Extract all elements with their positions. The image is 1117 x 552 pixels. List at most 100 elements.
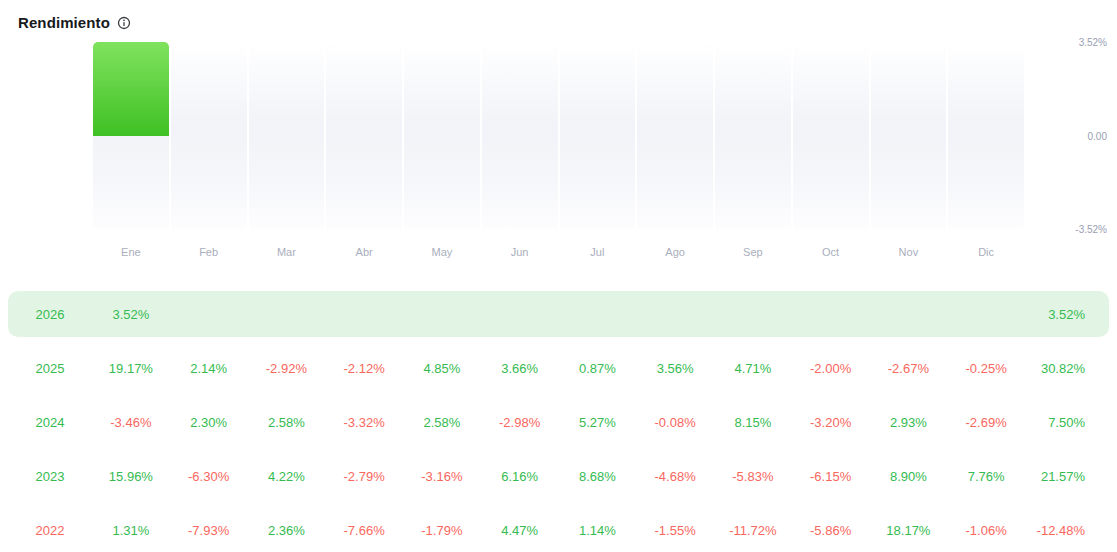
month-label-mar: Mar xyxy=(248,246,326,258)
value-2025-ene: 19.17% xyxy=(92,361,170,376)
value-2023-jul: 8.68% xyxy=(559,469,637,484)
value-2022-may: -1.79% xyxy=(403,523,481,538)
month-label-jul: Jul xyxy=(559,246,637,258)
value-2025-jul: 0.87% xyxy=(559,361,637,376)
month-label-feb: Feb xyxy=(170,246,248,258)
y-axis: 3.52%0.00-3.52% xyxy=(1025,42,1109,229)
year-label: 2026 xyxy=(8,307,92,322)
month-axis-labels: EneFebMarAbrMayJunJulAgoSepOctNovDic xyxy=(8,229,1109,275)
year-label: 2023 xyxy=(8,469,92,484)
table-row-2026[interactable]: 20263.52%3.52% xyxy=(8,287,1109,341)
value-2023-nov: 8.90% xyxy=(870,469,948,484)
month-label-abr: Abr xyxy=(325,246,403,258)
value-2025-nov: -2.67% xyxy=(870,361,948,376)
panel-header: Rendimiento xyxy=(0,0,1117,32)
value-2022-abr: -7.66% xyxy=(325,523,403,538)
month-label-ago: Ago xyxy=(636,246,714,258)
value-2025-jun: 3.66% xyxy=(481,361,559,376)
value-2024-mar: 2.58% xyxy=(248,415,326,430)
table-row-2024[interactable]: 2024-3.46%2.30%2.58%-3.32%2.58%-2.98%5.2… xyxy=(8,395,1109,449)
monthly-bar-chart: 3.52%0.00-3.52% xyxy=(8,42,1109,229)
value-2023-may: -3.16% xyxy=(403,469,481,484)
value-2022-sep: -11.72% xyxy=(714,523,792,538)
page-title: Rendimiento xyxy=(18,14,110,31)
value-2022-ago: -1.55% xyxy=(636,523,714,538)
month-label-sep: Sep xyxy=(714,246,792,258)
value-2022-nov: 18.17% xyxy=(870,523,948,538)
chart-bar-ene[interactable] xyxy=(93,42,169,136)
month-label-oct: Oct xyxy=(792,246,870,258)
month-label-nov: Nov xyxy=(870,246,948,258)
year-label: 2024 xyxy=(8,415,92,430)
month-label-ene: Ene xyxy=(92,246,170,258)
value-2024-ago: -0.08% xyxy=(636,415,714,430)
value-2025-dic: -0.25% xyxy=(947,361,1025,376)
total-2022: -12.48% xyxy=(1025,523,1109,538)
value-2022-mar: 2.36% xyxy=(248,523,326,538)
value-2023-jun: 6.16% xyxy=(481,469,559,484)
table-row-2023[interactable]: 202315.96%-6.30%4.22%-2.79%-3.16%6.16%8.… xyxy=(8,449,1109,503)
chart-left-spacer xyxy=(8,42,92,229)
value-2024-abr: -3.32% xyxy=(325,415,403,430)
value-2023-abr: -2.79% xyxy=(325,469,403,484)
value-2023-ene: 15.96% xyxy=(92,469,170,484)
value-2023-ago: -4.68% xyxy=(636,469,714,484)
value-2024-oct: -3.20% xyxy=(792,415,870,430)
year-label: 2025 xyxy=(8,361,92,376)
chart-column-nov[interactable] xyxy=(871,42,947,229)
value-2024-dic: -2.69% xyxy=(947,415,1025,430)
chart-column-mar[interactable] xyxy=(249,42,325,229)
chart-column-jul[interactable] xyxy=(560,42,636,229)
value-2023-oct: -6.15% xyxy=(792,469,870,484)
value-2024-jul: 5.27% xyxy=(559,415,637,430)
performance-table: 20263.52%3.52%202519.17%2.14%-2.92%-2.12… xyxy=(0,287,1117,552)
y-tick-label: 0.00 xyxy=(1088,130,1107,141)
value-2023-feb: -6.30% xyxy=(170,469,248,484)
value-2024-jun: -2.98% xyxy=(481,415,559,430)
y-tick-label: 3.52% xyxy=(1079,37,1107,48)
value-2024-nov: 2.93% xyxy=(870,415,948,430)
value-2024-may: 2.58% xyxy=(403,415,481,430)
value-2023-dic: 7.76% xyxy=(947,469,1025,484)
value-2025-abr: -2.12% xyxy=(325,361,403,376)
value-2025-oct: -2.00% xyxy=(792,361,870,376)
chart-column-feb[interactable] xyxy=(171,42,247,229)
value-2022-jun: 4.47% xyxy=(481,523,559,538)
chart-column-sep[interactable] xyxy=(715,42,791,229)
year-label: 2022 xyxy=(8,523,92,538)
total-2026: 3.52% xyxy=(1025,307,1109,322)
total-2024: 7.50% xyxy=(1025,415,1109,430)
chart-column-may[interactable] xyxy=(404,42,480,229)
value-2022-oct: -5.86% xyxy=(792,523,870,538)
value-2023-sep: -5.83% xyxy=(714,469,792,484)
value-2025-mar: -2.92% xyxy=(248,361,326,376)
chart-column-jun[interactable] xyxy=(482,42,558,229)
chart-column-ene[interactable] xyxy=(93,42,169,229)
chart-column-ago[interactable] xyxy=(637,42,713,229)
value-2022-ene: 1.31% xyxy=(92,523,170,538)
performance-panel: Rendimiento 3.52%0.00-3.52% EneFebMarAbr… xyxy=(0,0,1117,552)
value-2022-dic: -1.06% xyxy=(947,523,1025,538)
month-label-jun: Jun xyxy=(481,246,559,258)
value-2024-sep: 8.15% xyxy=(714,415,792,430)
y-tick-label: -3.52% xyxy=(1075,224,1107,235)
total-2025: 30.82% xyxy=(1025,361,1109,376)
month-label-may: May xyxy=(403,246,481,258)
value-2024-ene: -3.46% xyxy=(92,415,170,430)
value-2022-feb: -7.93% xyxy=(170,523,248,538)
month-label-dic: Dic xyxy=(947,246,1025,258)
total-2023: 21.57% xyxy=(1025,469,1109,484)
value-2025-may: 4.85% xyxy=(403,361,481,376)
chart-column-abr[interactable] xyxy=(326,42,402,229)
chart-column-oct[interactable] xyxy=(793,42,869,229)
value-2025-sep: 4.71% xyxy=(714,361,792,376)
info-icon[interactable] xyxy=(117,16,131,30)
value-2023-mar: 4.22% xyxy=(248,469,326,484)
table-row-2022[interactable]: 20221.31%-7.93%2.36%-7.66%-1.79%4.47%1.1… xyxy=(8,503,1109,552)
value-2026-ene: 3.52% xyxy=(92,307,170,322)
value-2022-jul: 1.14% xyxy=(559,523,637,538)
table-row-2025[interactable]: 202519.17%2.14%-2.92%-2.12%4.85%3.66%0.8… xyxy=(8,341,1109,395)
value-2025-ago: 3.56% xyxy=(636,361,714,376)
value-2024-feb: 2.30% xyxy=(170,415,248,430)
chart-column-dic[interactable] xyxy=(948,42,1024,229)
